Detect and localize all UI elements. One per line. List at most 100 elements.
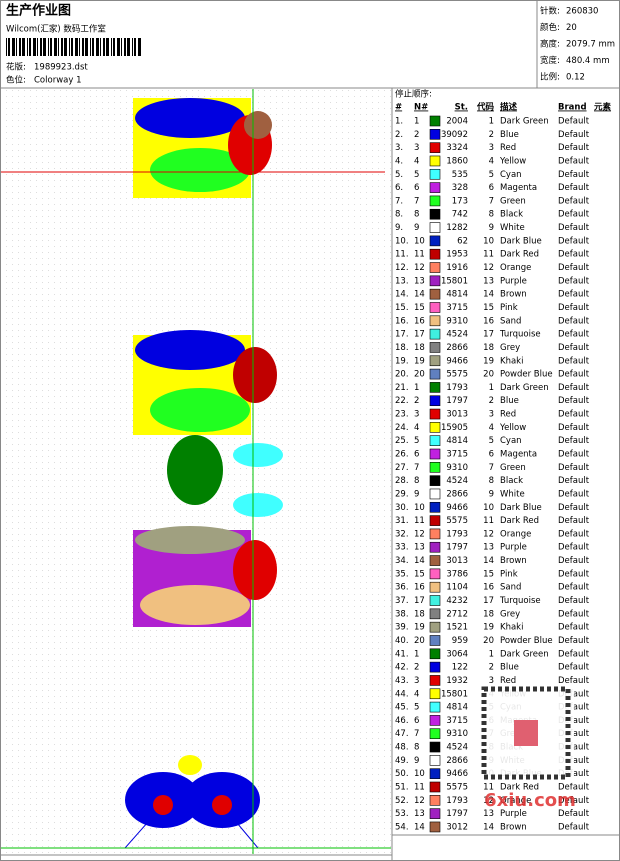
- cell: 742: [452, 210, 468, 220]
- swatch: [429, 248, 441, 260]
- cell: 6: [414, 183, 419, 193]
- cell: 9466: [446, 769, 468, 779]
- bar-stripe: [37, 38, 38, 56]
- swatch: [429, 821, 441, 833]
- cell: Default: [558, 543, 590, 553]
- cell: 1282: [446, 223, 468, 233]
- bar-stripe: [61, 38, 63, 56]
- watermark: 6xiu.com: [484, 790, 576, 811]
- swatch: [429, 555, 441, 566]
- cell: 31.: [395, 516, 409, 526]
- cell: Black: [500, 210, 523, 220]
- bar-stripe: [71, 38, 73, 56]
- stat-label: 比例:: [540, 72, 560, 83]
- cell: Pink: [500, 303, 518, 313]
- swatch: [429, 595, 441, 606]
- cell: 7: [489, 196, 494, 206]
- swatch: [429, 235, 441, 247]
- bar-stripe: [96, 38, 99, 56]
- cell: 11: [414, 516, 425, 526]
- cell: 13: [414, 543, 425, 553]
- cell: 4814: [446, 290, 468, 300]
- cell: 2: [414, 396, 419, 406]
- cell: 5: [489, 436, 494, 446]
- cell: 3786: [446, 569, 468, 579]
- cell: Default: [558, 303, 590, 313]
- design: 1989923.dst: [34, 63, 88, 73]
- design-label: 花版:: [6, 62, 26, 73]
- cell: 6: [489, 183, 494, 193]
- swatch: [429, 395, 441, 407]
- cell: 1793: [446, 383, 468, 393]
- cell: Blue: [500, 663, 519, 673]
- cell: 12: [414, 796, 425, 806]
- cell: 3064: [446, 649, 468, 659]
- cell: 15: [483, 303, 494, 313]
- cell: 5: [414, 703, 419, 713]
- cell: 25.: [395, 436, 409, 446]
- bar-stripe: [138, 38, 141, 56]
- cell: Default: [558, 516, 590, 526]
- cell: 41.: [395, 649, 409, 659]
- cell: 14: [414, 822, 425, 832]
- cell: 48.: [395, 743, 409, 753]
- stat-value: 260830: [566, 7, 598, 17]
- cell: 2.: [395, 130, 403, 140]
- cell: 13: [483, 276, 494, 286]
- cell: 4.: [395, 156, 403, 166]
- cell: Green: [500, 463, 526, 473]
- bar-stripe: [121, 38, 122, 56]
- swatch: [429, 741, 441, 753]
- swatch: [429, 501, 441, 513]
- swatch: [429, 222, 441, 233]
- cell: 1797: [446, 809, 468, 819]
- bar-stripe: [54, 38, 57, 56]
- cell: Default: [558, 170, 590, 180]
- cell: Default: [558, 489, 590, 499]
- bar-stripe: [127, 38, 130, 56]
- cell: 2712: [446, 609, 468, 619]
- swatch: [429, 808, 441, 819]
- bar-stripe: [92, 38, 94, 56]
- cell: 328: [452, 183, 468, 193]
- cell: 30.: [395, 503, 409, 513]
- cell: 9310: [446, 316, 468, 326]
- cell: Magenta: [500, 450, 537, 460]
- colorway: Colorway 1: [34, 76, 82, 86]
- cell: 8: [489, 210, 494, 220]
- stat-value: 2079.7 mm: [566, 40, 615, 50]
- cell: Dark Green: [500, 649, 549, 659]
- cell: 23.: [395, 410, 409, 420]
- cell: 122: [452, 663, 468, 673]
- bar-stripe: [22, 38, 25, 56]
- cell: 13: [414, 276, 425, 286]
- swatch: [429, 208, 441, 220]
- cell: 38.: [395, 609, 409, 619]
- cell: 2: [489, 663, 494, 673]
- swatch: [429, 528, 441, 540]
- bar-stripe: [106, 38, 109, 56]
- cell: Pink: [500, 569, 518, 579]
- swatch: [429, 728, 441, 740]
- column-header: 代码: [476, 102, 495, 113]
- cell: 9: [489, 489, 494, 499]
- cell: 3715: [446, 303, 468, 313]
- bar-stripe: [40, 38, 42, 56]
- cell: Default: [558, 476, 590, 486]
- cell: Red: [500, 143, 516, 153]
- cell: 15801: [441, 276, 468, 286]
- cell: 16: [483, 583, 494, 593]
- swatch: [429, 435, 441, 446]
- swatch: [429, 275, 441, 287]
- cell: 17.: [395, 330, 409, 340]
- cell: Default: [558, 383, 590, 393]
- cell: 13: [483, 543, 494, 553]
- cell: 20: [483, 636, 494, 646]
- cell: Dark Blue: [500, 503, 542, 513]
- cell: Default: [558, 529, 590, 539]
- cell: 16: [483, 316, 494, 326]
- cell: 44.: [395, 689, 409, 699]
- cell: 173: [452, 196, 468, 206]
